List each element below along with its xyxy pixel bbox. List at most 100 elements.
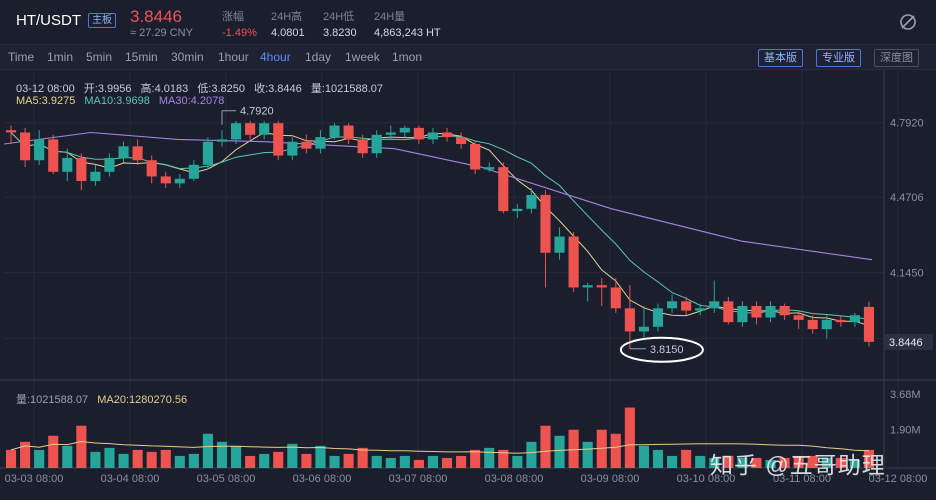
- interval-30min[interactable]: 30min: [171, 50, 204, 64]
- candle-body: [399, 127, 410, 133]
- interval-15min[interactable]: 15min: [125, 50, 158, 64]
- volume-bar: [863, 449, 875, 468]
- y-tick-label: 4.7920: [890, 118, 924, 130]
- volume-bar: [259, 453, 270, 468]
- candle-body: [863, 306, 875, 342]
- interval-1day[interactable]: 1day: [305, 50, 332, 64]
- low-marker-label: 3.8150: [650, 344, 684, 356]
- candle-body: [287, 141, 298, 156]
- candle-body: [835, 319, 846, 323]
- volume-bar: [765, 459, 776, 468]
- volume-bar: [385, 457, 396, 468]
- candle-body: [568, 236, 579, 288]
- volume-bar: [174, 455, 185, 468]
- volume-bar: [470, 449, 481, 468]
- ma10-value: MA10:3.9698: [84, 95, 150, 107]
- volume-bar: [624, 407, 635, 468]
- volume-bar: [132, 449, 143, 468]
- board-tag: 主板: [88, 13, 116, 28]
- volume-bar: [779, 457, 790, 468]
- candle-body: [695, 308, 706, 311]
- candle-body: [512, 208, 523, 212]
- candle-body: [540, 194, 551, 253]
- candle-body: [441, 132, 453, 138]
- candle-body: [652, 308, 664, 327]
- stat-high-value: 4.0801: [271, 27, 305, 39]
- ohlc-low: 低:3.8250: [197, 83, 246, 95]
- candle-body: [821, 319, 832, 330]
- candle-body: [582, 285, 593, 288]
- interval-time[interactable]: Time: [8, 50, 35, 64]
- volume-bar: [399, 455, 410, 468]
- candle-body: [301, 141, 312, 149]
- volume-bar: [216, 441, 228, 468]
- candle-body: [849, 315, 860, 323]
- volume-bar: [188, 453, 199, 468]
- ma5-value: MA5:3.9275: [16, 95, 76, 107]
- basic-view-button[interactable]: 基本版: [758, 49, 803, 67]
- volume-bar: [849, 459, 860, 468]
- volume-bar: [821, 457, 832, 468]
- interval-1min[interactable]: 1min: [47, 50, 74, 64]
- candle-body: [231, 123, 242, 140]
- candle-body: [5, 130, 17, 133]
- pair-name[interactable]: HT/USDT: [16, 12, 81, 29]
- volume-bar: [427, 455, 439, 468]
- volume-bar: [723, 455, 734, 468]
- volume-bar: [540, 425, 551, 468]
- stat-high-label: 24H高: [271, 11, 303, 23]
- interval-1week[interactable]: 1week: [345, 50, 380, 64]
- interval-5min[interactable]: 5min: [86, 50, 113, 64]
- pro-view-button[interactable]: 专业版: [816, 49, 861, 67]
- candle-body: [667, 301, 678, 309]
- volume-bar: [695, 455, 706, 468]
- stat-low-value: 3.8230: [323, 27, 357, 39]
- kline-chart[interactable]: 4.7920 4.4706 4.1450 3.8446 3.68M 1.90M 03-03 …: [0, 70, 936, 500]
- interval-1mon[interactable]: 1mon: [392, 50, 423, 64]
- volume-bar: [5, 449, 17, 468]
- interval-4hour[interactable]: 4hour: [260, 50, 291, 64]
- candle-body: [470, 144, 481, 170]
- volume-bar: [737, 457, 748, 468]
- stat-volume-value: 4,863,243 HT: [374, 27, 441, 39]
- x-tick-label: 03-05 08:00: [197, 473, 256, 485]
- volume-bar: [596, 429, 607, 468]
- volume-bar: [118, 453, 129, 468]
- ohlc-high: 高:4.0183: [140, 83, 189, 95]
- volume-bar: [413, 459, 424, 468]
- candle-body: [216, 139, 228, 142]
- candle-body: [427, 132, 439, 140]
- candle-body: [610, 287, 621, 309]
- volume-info: 量:1021588.07 MA20:1280270.56: [16, 391, 193, 407]
- volume-bar: [512, 455, 523, 468]
- volume-bar: [104, 447, 115, 468]
- volume-bar: [343, 453, 354, 468]
- depth-chart-button[interactable]: 深度图: [874, 49, 919, 67]
- volume-bar: [751, 457, 762, 468]
- interval-1hour[interactable]: 1hour: [218, 50, 249, 64]
- candle-body: [202, 141, 213, 165]
- stat-low-label: 24H低: [323, 11, 355, 23]
- volume-bar: [301, 453, 312, 468]
- x-tick-label: 03-04 08:00: [101, 473, 160, 485]
- candle-body: [596, 285, 607, 288]
- low-marker-highlight: [619, 336, 704, 363]
- candle-body: [48, 139, 59, 172]
- volume-bar: [441, 457, 453, 468]
- x-tick-label: 03-10 08:00: [677, 473, 736, 485]
- y-tick-label: 4.4706: [890, 192, 924, 204]
- candle-body: [343, 125, 354, 140]
- volume-value: 量:1021588.07: [16, 394, 89, 406]
- volume-bar: [484, 447, 495, 468]
- volume-bar: [582, 441, 593, 468]
- ohlc-close: 收:3.8446: [254, 83, 302, 95]
- candle-body: [807, 319, 818, 330]
- stat-volume: 24H量 4,863,243 HT: [374, 8, 441, 39]
- candle-body: [118, 146, 129, 158]
- stat-low: 24H低 3.8230: [323, 8, 357, 39]
- chart-settings-icon[interactable]: [898, 12, 918, 32]
- volume-bar: [273, 451, 284, 468]
- candle-body: [259, 123, 270, 135]
- candle-body: [160, 176, 171, 184]
- candle-body: [793, 315, 804, 320]
